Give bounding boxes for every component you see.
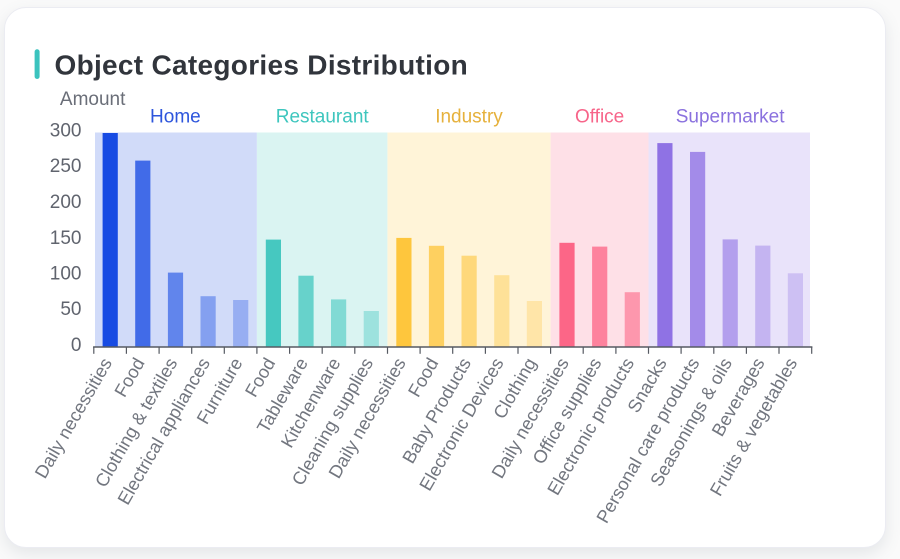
svg-text:Object Categories Distribution: Object Categories Distribution xyxy=(55,50,469,81)
svg-text:50: 50 xyxy=(60,299,81,320)
svg-text:0: 0 xyxy=(71,335,82,356)
svg-text:200: 200 xyxy=(50,192,82,213)
svg-text:250: 250 xyxy=(50,156,82,177)
svg-text:Restaurant: Restaurant xyxy=(276,107,370,128)
svg-text:Home: Home xyxy=(150,107,201,128)
svg-text:Supermarket: Supermarket xyxy=(676,107,785,128)
svg-text:100: 100 xyxy=(50,264,82,285)
svg-text:Industry: Industry xyxy=(435,107,503,128)
svg-text:Amount: Amount xyxy=(60,89,126,110)
svg-text:300: 300 xyxy=(50,121,82,142)
svg-text:Office: Office xyxy=(575,107,624,128)
svg-text:150: 150 xyxy=(50,228,82,249)
